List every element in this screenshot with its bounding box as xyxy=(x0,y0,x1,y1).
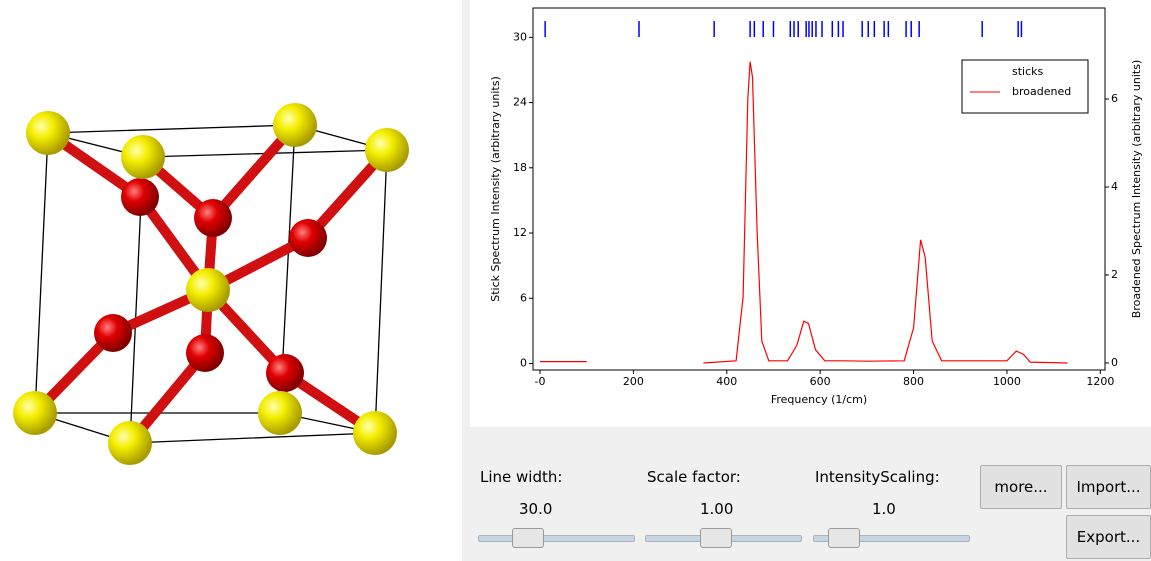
x-tick-label: 400 xyxy=(716,375,737,388)
legend-label: broadened xyxy=(1012,85,1071,98)
y2-tick-label: 0 xyxy=(1111,356,1118,369)
slider-label: Scale factor: xyxy=(647,468,741,486)
legend-label: sticks xyxy=(1012,65,1044,78)
x-tick-label: 200 xyxy=(623,375,644,388)
button[interactable]: Import... xyxy=(1066,465,1151,509)
slider-value: 1.00 xyxy=(700,500,733,518)
slider-thumb[interactable] xyxy=(828,528,860,548)
y2-tick-label: 6 xyxy=(1111,92,1118,105)
y-tick-label: 18 xyxy=(513,161,527,174)
slider-track xyxy=(478,535,635,542)
slider-thumb[interactable] xyxy=(700,528,732,548)
y-axis-label: Stick Spectrum Intensity (arbitrary unit… xyxy=(489,76,502,301)
x-axis-label: Frequency (1/cm) xyxy=(771,393,867,406)
x-tick-label: -0 xyxy=(535,375,546,388)
y-tick-label: 24 xyxy=(513,96,527,109)
x-tick-label: 1200 xyxy=(1086,375,1114,388)
slider-label: Line width: xyxy=(480,468,562,486)
y2-tick-label: 2 xyxy=(1111,268,1118,281)
x-tick-label: 600 xyxy=(810,375,831,388)
molecule-view[interactable] xyxy=(0,0,460,561)
x-tick-label: 800 xyxy=(903,375,924,388)
y2-axis-label: Broadened Spectrum Intensity (arbitrary … xyxy=(1130,60,1143,318)
app-window: {"chart_data":{"type":"line", "xlabel":"… xyxy=(0,0,1151,561)
button[interactable]: more... xyxy=(980,465,1062,509)
slider-label: IntensityScaling: xyxy=(815,468,940,486)
y-tick-label: 6 xyxy=(520,291,527,304)
y-tick-label: 30 xyxy=(513,30,527,43)
slider-value: 30.0 xyxy=(519,500,552,518)
slider-thumb[interactable] xyxy=(512,528,544,548)
x-tick-label: 1000 xyxy=(993,375,1021,388)
button[interactable]: Export... xyxy=(1066,515,1151,559)
slider-value: 1.0 xyxy=(872,500,896,518)
y2-tick-label: 4 xyxy=(1111,180,1118,193)
y-tick-label: 12 xyxy=(513,226,527,239)
y-tick-label: 0 xyxy=(520,356,527,369)
